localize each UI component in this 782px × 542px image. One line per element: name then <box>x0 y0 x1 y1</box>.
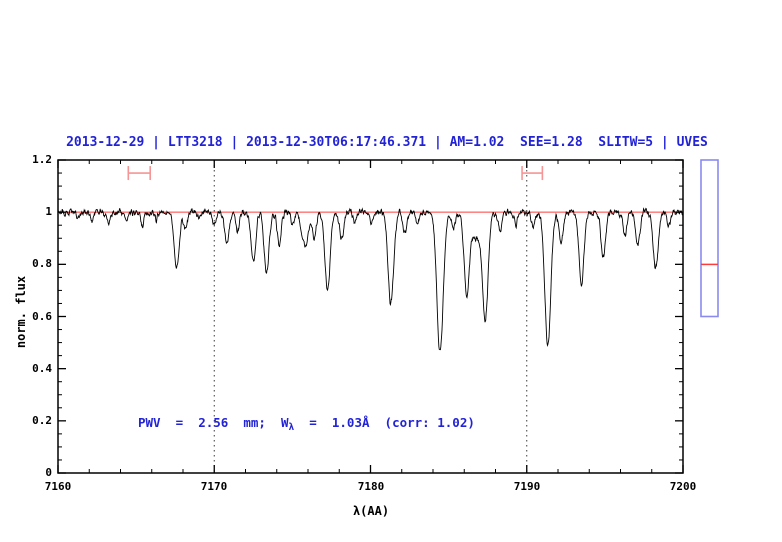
x-tick-label: 7190 <box>513 480 541 493</box>
y-tick-label: 1 <box>45 205 52 218</box>
x-tick-label: 7180 <box>357 480 385 493</box>
x-tick-label: 7200 <box>669 480 697 493</box>
telluric-interval-marker <box>521 166 544 181</box>
y-tick-label: 1.2 <box>32 153 52 166</box>
axis-ticks <box>57 159 684 474</box>
y-tick-label: 0.4 <box>32 362 52 375</box>
ew-annotation-text: = 1.03Å (corr: 1.02) <box>294 415 475 430</box>
flux-gauge-box <box>700 159 719 318</box>
y-tick-label: 0.2 <box>32 414 52 427</box>
y-tick-label: 0.6 <box>32 310 52 323</box>
x-tick-label: 7170 <box>200 480 228 493</box>
x-tick-label: 7160 <box>44 480 72 493</box>
spectrum-trace <box>57 207 684 351</box>
pwv-annotation-text: PWV = 2.56 mm; W <box>138 415 289 430</box>
y-tick-label: 0 <box>45 466 52 479</box>
y-tick-label: 0.8 <box>32 257 52 270</box>
pwv-annotation: PWV = 2.56 mm; Wλ = 1.03Å (corr: 1.02) <box>138 415 475 433</box>
plot-title: 2013-12-29 | LTT3218 | 2013-12-30T06:17:… <box>66 135 708 150</box>
lambda-subscript: λ <box>288 422 295 433</box>
telluric-interval-marker <box>127 166 151 181</box>
x-axis-label: λ(AA) <box>352 504 390 518</box>
